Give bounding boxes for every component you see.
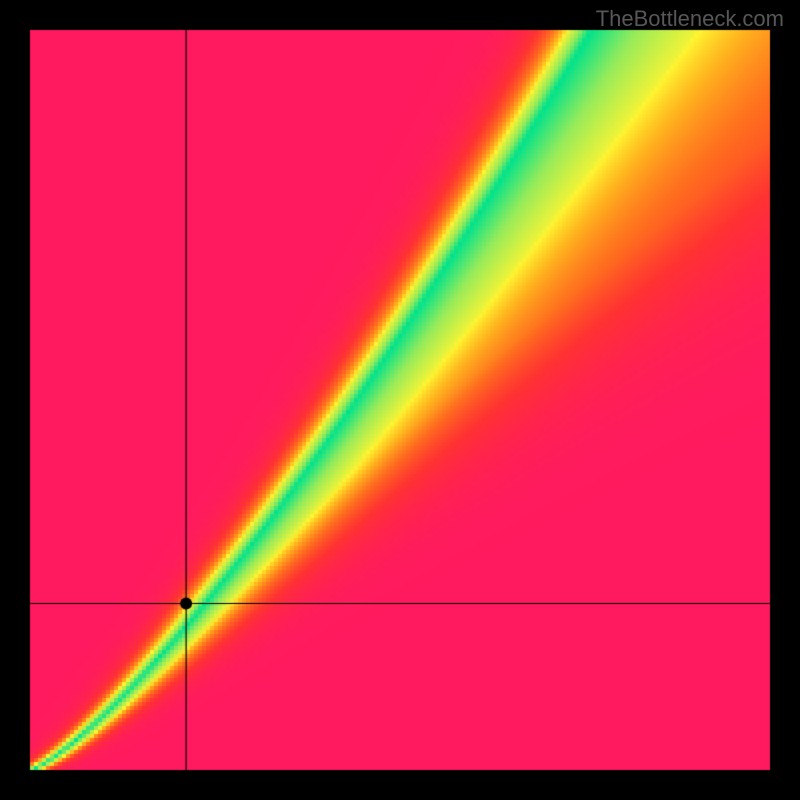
bottleneck-heatmap-canvas (0, 0, 800, 800)
watermark-text: TheBottleneck.com (596, 6, 784, 32)
chart-container: TheBottleneck.com (0, 0, 800, 800)
